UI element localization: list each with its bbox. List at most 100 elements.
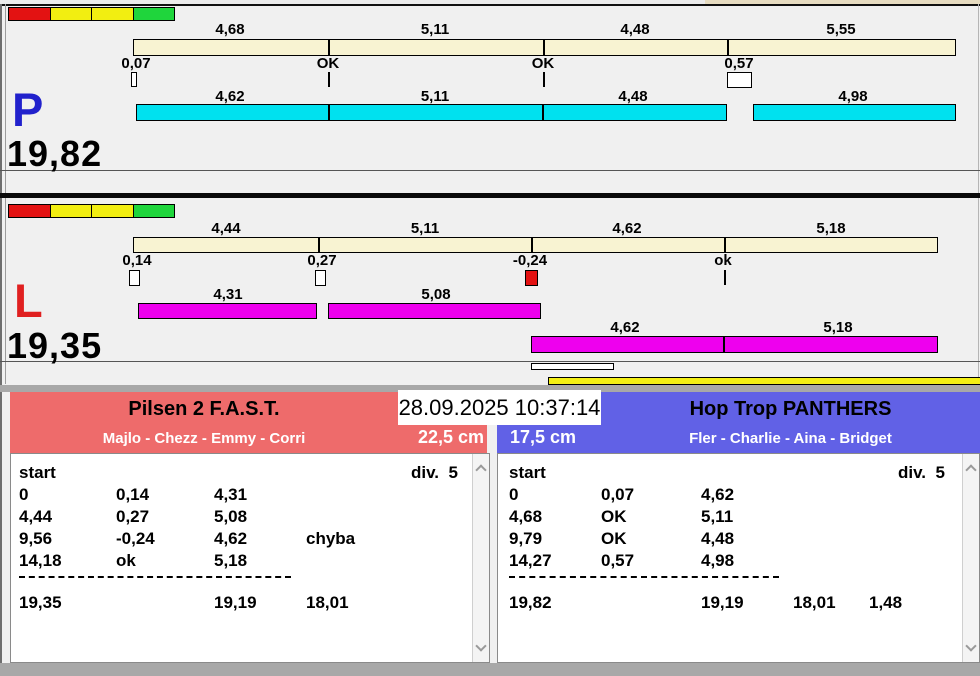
split-divider	[543, 39, 545, 56]
dog-time-bar	[328, 303, 541, 319]
dog-divider	[723, 336, 725, 353]
split-time-label: 5,18	[816, 220, 846, 237]
scroll-up-button[interactable]	[965, 464, 977, 476]
split-divider	[328, 39, 330, 56]
traffic-segment	[8, 204, 51, 218]
traffic-segment	[132, 7, 175, 21]
split-divider	[531, 237, 533, 253]
table-cell: 0,57	[601, 551, 635, 570]
table-cell: -0,24	[116, 529, 155, 548]
split-time-label: 4,48	[620, 21, 650, 38]
dog-time-label: 5,08	[421, 286, 451, 303]
panel-top-border	[0, 4, 980, 6]
dog-time-bar	[531, 336, 938, 353]
changeover-label: 0,07	[121, 55, 151, 72]
traffic-segment	[8, 7, 51, 21]
team-title-area: Pilsen 2 F.A.S.T. Majlo - Chezz - Emmy - …	[10, 392, 398, 453]
results-table: start div. 5 0 0,07 4,62 4,68 OK 5,11 9,79 OK 4,48…	[497, 453, 980, 663]
changeover-marker	[727, 72, 752, 88]
table-cell: 4,62	[214, 529, 248, 548]
lane-separator	[0, 193, 980, 198]
traffic-segment	[49, 204, 92, 218]
table-division-label: div. 5	[411, 463, 458, 482]
changeover-tick	[543, 72, 545, 87]
split-divider	[724, 237, 726, 253]
table-cell: 9,79	[509, 529, 543, 548]
window-right-border	[978, 4, 979, 663]
scrollbar[interactable]	[472, 454, 489, 662]
fault-marker	[525, 270, 538, 286]
split-divider	[318, 237, 320, 253]
table-separator	[509, 576, 779, 578]
table-cell: 4,48	[701, 529, 735, 548]
dog-time-bar	[753, 104, 956, 121]
changeover-marker	[131, 72, 137, 87]
table-total-cell: 19,82	[509, 593, 552, 612]
team-dogs: Fler - Charlie - Aina - Bridget	[689, 430, 892, 447]
scrollbar[interactable]	[962, 454, 979, 662]
table-cell: 14,18	[19, 551, 62, 570]
changeover-label: ok	[714, 252, 732, 269]
table-cell: ok	[116, 551, 136, 570]
table-cell: 9,56	[19, 529, 53, 548]
changeover-label: 0,57	[724, 55, 754, 72]
team-name: Pilsen 2 F.A.S.T.	[128, 398, 280, 420]
dog-time-label: 4,31	[213, 286, 243, 303]
split-time-label: 4,62	[612, 220, 642, 237]
table-total-cell: 18,01	[306, 593, 349, 612]
jump-height-label: 17,5 cm	[509, 427, 577, 447]
scroll-down-button[interactable]	[475, 640, 487, 652]
window-top-strip-right	[705, 0, 980, 4]
l-panel-bottom-line	[0, 361, 980, 362]
table-cell: 4,68	[509, 507, 543, 526]
dog-time-label: 5,18	[823, 319, 853, 336]
table-cell: 5,08	[214, 507, 248, 526]
table-cell: 4,31	[214, 485, 248, 504]
results-table: start div. 5 0 0,14 4,31 4,44 0,27 5,08 9,56 -0,2…	[10, 453, 490, 663]
changeover-marker	[129, 270, 140, 286]
dog-time-label: 5,11	[420, 88, 450, 105]
dog-divider	[328, 104, 330, 121]
dog-time-label: 4,48	[618, 88, 648, 105]
traffic-segment	[49, 7, 92, 21]
table-total-cell: 19,19	[701, 593, 744, 612]
dog-time-label: 4,98	[838, 88, 868, 105]
dog-time-label: 4,62	[215, 88, 245, 105]
split-time-label: 5,11	[420, 21, 450, 38]
lane-total: 19,82	[7, 133, 103, 174]
table-cell: 5,11	[701, 507, 734, 526]
table-cell: 0,14	[116, 485, 150, 504]
p-panel-bottom-line	[0, 170, 980, 171]
table-cell: OK	[601, 507, 627, 526]
dog-time-bar	[136, 104, 727, 121]
scroll-up-button[interactable]	[475, 464, 487, 476]
table-start-label: start	[19, 463, 56, 482]
table-cell: OK	[601, 529, 627, 548]
lane-total: 19,35	[7, 325, 103, 366]
traffic-segment	[91, 204, 134, 218]
table-total-cell: 18,01	[793, 593, 836, 612]
team-name: Hop Trop PANTHERS	[689, 398, 892, 420]
outline-bar	[531, 363, 614, 370]
table-total-cell: 1,48	[869, 593, 903, 612]
changeover-tick	[724, 270, 726, 285]
table-cell: 0	[19, 485, 29, 504]
changeover-label: -0,24	[512, 252, 548, 269]
dog-time-label: 4,62	[610, 319, 640, 336]
table-cell: 4,44	[19, 507, 53, 526]
team-dogs: Majlo - Chezz - Emmy - Corri	[102, 430, 306, 447]
changeover-tick	[328, 72, 330, 87]
changeover-label: OK	[316, 55, 340, 72]
dog-time-bar	[138, 303, 317, 319]
changeover-label: OK	[531, 55, 555, 72]
table-cell: 0,07	[601, 485, 635, 504]
jump-height-label: 22,5 cm	[417, 427, 485, 447]
scroll-down-button[interactable]	[965, 640, 977, 652]
changeover-label: 0,14	[122, 252, 152, 269]
changeover-marker	[315, 270, 326, 286]
split-time-label: 5,11	[410, 220, 440, 237]
gray-band	[0, 385, 980, 392]
table-total-cell: 19,19	[214, 593, 257, 612]
lane-letter: L	[14, 274, 43, 327]
